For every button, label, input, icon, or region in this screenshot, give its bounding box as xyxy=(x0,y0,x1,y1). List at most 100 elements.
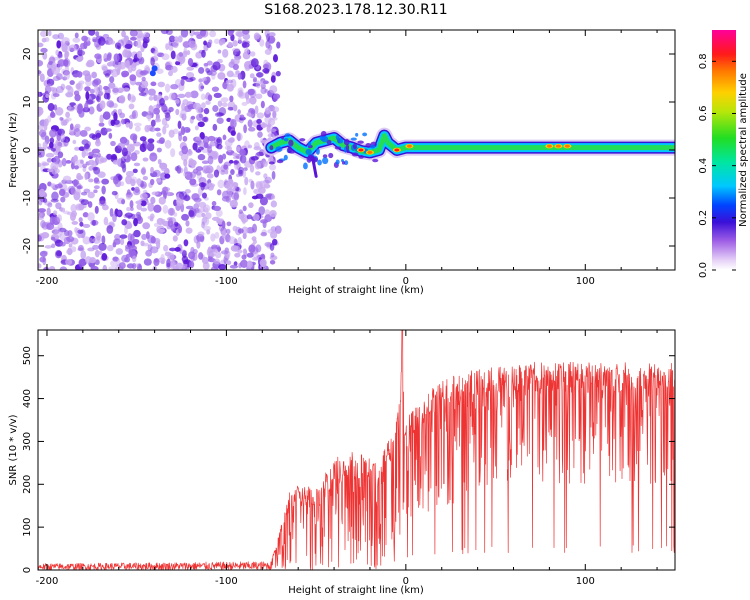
noise-speckle xyxy=(269,128,277,133)
noise-speckle xyxy=(106,100,115,108)
noise-speckle xyxy=(188,158,194,165)
noise-speckle xyxy=(143,31,150,38)
noise-speckle xyxy=(81,35,88,42)
noise-speckle xyxy=(203,142,209,149)
noise-speckle xyxy=(207,135,216,142)
noise-speckle xyxy=(132,238,140,245)
noise-speckle xyxy=(212,105,219,112)
noise-speckle xyxy=(239,259,249,268)
noise-speckle xyxy=(206,173,214,179)
noise-speckle xyxy=(221,102,228,108)
noise-speckle xyxy=(39,73,45,83)
noise-speckle xyxy=(91,80,99,87)
noise-speckle xyxy=(78,109,85,118)
noise-speckle xyxy=(58,188,66,197)
noise-speckle xyxy=(106,244,114,252)
noise-speckle xyxy=(237,249,243,254)
noise-speckle xyxy=(45,152,55,158)
noise-speckle xyxy=(264,48,272,56)
noise-speckle xyxy=(38,59,44,67)
noise-speckle xyxy=(38,263,42,269)
noise-speckle xyxy=(198,252,204,260)
noise-speckle xyxy=(196,113,204,122)
noise-speckle xyxy=(243,187,247,196)
noise-speckle xyxy=(71,210,78,218)
noise-speckle xyxy=(176,196,184,207)
noise-speckle xyxy=(189,261,195,269)
noise-speckle xyxy=(249,96,257,105)
noise-speckle xyxy=(228,159,234,164)
noise-speckle xyxy=(133,122,142,127)
noise-speckle xyxy=(70,185,76,195)
noise-speckle xyxy=(125,170,134,177)
noise-speckle xyxy=(253,32,261,40)
noise-speckle xyxy=(51,66,61,75)
noise-speckle xyxy=(177,35,183,43)
hot-spot xyxy=(367,150,373,154)
noise-speckle xyxy=(108,221,115,226)
noise-speckle xyxy=(183,239,189,247)
noise-speckle xyxy=(168,217,177,224)
noise-speckle xyxy=(80,199,89,206)
noise-speckle xyxy=(183,195,191,202)
noise-speckle xyxy=(250,156,259,161)
noise-speckle xyxy=(153,222,159,227)
noise-speckle xyxy=(52,34,60,40)
signal-fringe xyxy=(287,146,293,154)
noise-speckle xyxy=(80,159,84,164)
noise-speckle xyxy=(189,76,196,81)
noise-speckle xyxy=(120,118,126,125)
noise-speckle xyxy=(57,53,63,59)
signal-fringe xyxy=(306,156,312,163)
noise-speckle xyxy=(253,141,260,149)
noise-speckle xyxy=(38,188,46,198)
noise-speckle xyxy=(209,252,216,257)
noise-speckle xyxy=(264,30,270,38)
noise-speckle xyxy=(211,266,219,270)
noise-speckle xyxy=(242,232,247,240)
noise-speckle xyxy=(159,97,165,106)
signal-fringe xyxy=(334,146,342,150)
noise-speckle xyxy=(188,251,196,260)
noise-speckle xyxy=(183,171,188,177)
noise-speckle xyxy=(214,251,222,259)
noise-speckle xyxy=(59,116,64,121)
y-tick-label: -10 xyxy=(22,190,33,206)
noise-speckle xyxy=(50,110,55,117)
noise-speckle xyxy=(172,235,178,242)
noise-speckle xyxy=(211,201,217,207)
noise-speckle xyxy=(204,164,213,173)
noise-speckle xyxy=(202,204,211,213)
noise-speckle xyxy=(232,182,239,188)
noise-speckle xyxy=(195,211,204,218)
noise-speckle xyxy=(124,43,133,49)
noise-speckle xyxy=(152,169,161,178)
noise-speckle xyxy=(237,109,241,115)
noise-speckle xyxy=(124,226,128,235)
noise-speckle xyxy=(195,201,201,206)
noise-speckle xyxy=(133,217,138,227)
noise-speckle xyxy=(178,132,183,142)
noise-speckle xyxy=(98,250,103,255)
noise-speckle xyxy=(225,180,234,190)
noise-speckle xyxy=(140,70,149,74)
noise-speckle xyxy=(106,153,113,160)
noise-speckle xyxy=(39,256,46,263)
noise-speckle xyxy=(40,47,48,53)
signal-fringe xyxy=(341,161,346,165)
noise-speckle xyxy=(145,231,150,240)
noise-speckle xyxy=(233,191,240,201)
noise-speckle xyxy=(250,51,256,57)
y-tick-label: 0 xyxy=(22,567,33,573)
noise-speckle xyxy=(197,153,206,161)
noise-speckle xyxy=(274,225,282,234)
noise-speckle xyxy=(272,110,277,119)
noise-speckle xyxy=(215,143,219,149)
y-tick-label: 0 xyxy=(22,147,33,153)
noise-speckle xyxy=(122,49,129,58)
colorbar-ticks: 0.0 0.2 0.4 0.6 0.8 xyxy=(698,53,736,278)
noise-speckle xyxy=(201,160,209,165)
noise-speckle xyxy=(74,146,80,151)
noise-speckle xyxy=(38,70,42,75)
noise-speckle xyxy=(264,107,271,115)
